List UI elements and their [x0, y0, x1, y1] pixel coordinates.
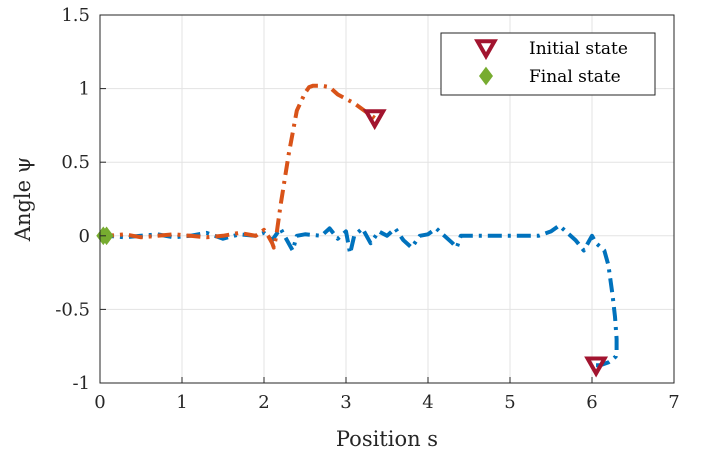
legend-final-marker: [479, 66, 493, 86]
x-tick-label: 5: [504, 392, 515, 413]
y-tick-label: -1: [72, 373, 90, 394]
y-tick-label: -0.5: [55, 299, 90, 320]
plot-frame: [99, 14, 675, 384]
initial-state-marker: [584, 356, 609, 378]
svg-text:Angle ψ: Angle ψ: [11, 157, 35, 242]
series-layer: [100, 83, 619, 368]
series-line-1: [100, 223, 619, 368]
y-tick-label: 1: [79, 79, 90, 100]
x-axis-label: Position s: [336, 427, 438, 451]
x-tick-label: 4: [422, 392, 433, 413]
x-tick-label: 7: [668, 392, 679, 413]
y-tick-label: 0.5: [61, 152, 90, 173]
series-line-2: [100, 83, 376, 250]
ticks: 0 1 2 3 4 5 6 7 -1 -0.5 0 0.5 1 1.5: [55, 5, 679, 413]
initial-state-marker: [362, 109, 387, 131]
x-tick-label: 1: [176, 392, 187, 413]
svg-text:Position s: Position s: [336, 427, 438, 451]
y-tick-label: 1.5: [61, 5, 90, 26]
x-tick-label: 3: [340, 392, 351, 413]
legend: Initial state Final state: [440, 32, 656, 96]
x-tick-label: 6: [586, 392, 597, 413]
legend-label: Initial state: [529, 39, 628, 59]
legend-label: Final state: [529, 67, 621, 87]
x-tick-label: 0: [94, 392, 105, 413]
y-tick-label: 0: [79, 226, 90, 247]
y-axis-label: Angle ψ: [11, 157, 35, 242]
legend-initial-marker: [474, 39, 498, 61]
x-tick-label: 2: [258, 392, 269, 413]
